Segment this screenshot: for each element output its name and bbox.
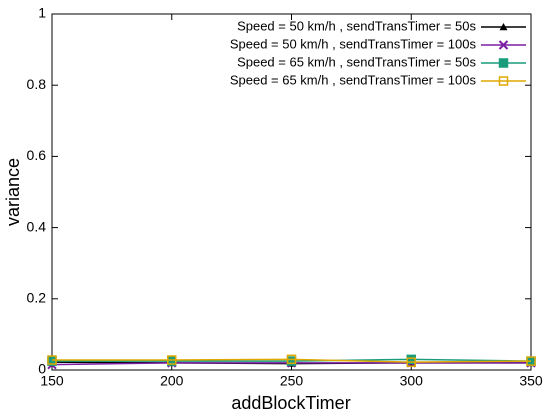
y-tick-label: 0 [38, 361, 46, 377]
x-tick-label: 200 [160, 373, 184, 389]
legend-label: Speed = 50 km/h , sendTransTimer = 50s [237, 18, 476, 33]
marker [47, 355, 57, 365]
x-axis-label: addBlockTimer [231, 393, 350, 413]
legend-marker [498, 76, 509, 86]
legend-label: Speed = 65 km/h , sendTransTimer = 100s [230, 72, 477, 87]
marker [526, 356, 536, 366]
x-tick-label: 250 [280, 373, 304, 389]
x-tick-label: 350 [519, 373, 543, 389]
legend-marker [498, 58, 509, 68]
marker [167, 355, 177, 365]
legend-marker [498, 40, 509, 50]
marker [406, 357, 416, 367]
x-tick-label: 300 [400, 373, 424, 389]
y-tick-label: 0.6 [27, 147, 47, 163]
legend-label: Speed = 65 km/h , sendTransTimer = 50s [237, 54, 476, 69]
y-tick-label: 0.4 [27, 218, 47, 234]
series-line [52, 358, 532, 363]
marker [286, 354, 297, 365]
y-tick-label: 0.2 [27, 290, 47, 306]
legend-marker [499, 23, 508, 31]
x-tick-label: 150 [40, 373, 64, 389]
legend-label: Speed = 50 km/h , sendTransTimer = 100s [230, 36, 477, 51]
y-tick-label: 0.8 [27, 76, 47, 92]
y-tick-label: 1 [38, 5, 46, 21]
y-axis-label: variance [3, 158, 23, 226]
